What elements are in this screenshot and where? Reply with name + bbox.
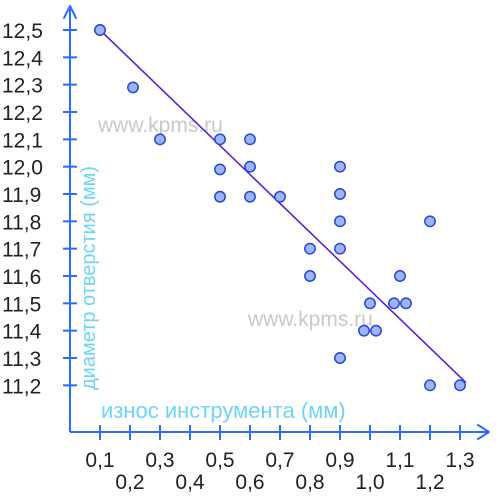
x-axis-arrow	[477, 424, 490, 440]
x-tick-label: 0,2	[115, 471, 144, 494]
y-tick-label: 11,7	[2, 239, 41, 262]
data-point	[274, 190, 286, 203]
data-point	[214, 133, 226, 146]
data-point	[244, 190, 256, 203]
data-point	[127, 81, 139, 94]
ticks-layer: 11,2 11,3 11,4 11,5 11,6 11,7 11,8 11,9 12,0 12,1…	[2, 20, 475, 494]
watermark-2: www.kpms.ru	[247, 308, 373, 331]
data-point	[154, 133, 166, 146]
data-point	[214, 163, 226, 176]
x-tick-label: 0,8	[295, 471, 324, 494]
data-point	[364, 297, 376, 310]
y-tick-label: 11,6	[2, 266, 41, 289]
points-layer	[94, 24, 466, 392]
y-tick-label: 11,5	[2, 293, 41, 316]
y-tick-label: 12,3	[2, 75, 43, 98]
watermark-1: www.kpms.ru	[97, 114, 223, 137]
x-tick-label: 1,1	[385, 449, 414, 472]
data-point	[334, 215, 346, 228]
data-point	[334, 188, 346, 200]
watermark-layer: www.kpms.ru www.kpms.ru	[97, 114, 373, 331]
x-tick-label: 1,0	[355, 471, 384, 494]
data-point	[358, 324, 370, 337]
data-point	[214, 190, 226, 203]
data-point	[334, 242, 346, 255]
x-tick-label: 0,1	[85, 449, 114, 472]
y-tick-label: 11,4	[2, 321, 42, 344]
data-point	[400, 297, 412, 310]
data-point	[370, 324, 382, 337]
data-point	[244, 160, 256, 173]
y-tick-label: 11,8	[2, 211, 41, 234]
x-tick-label: 0,3	[145, 449, 174, 472]
y-tick-label: 11,3	[2, 348, 41, 371]
y-tick-label: 12,1	[2, 129, 43, 152]
y-axis-arrow	[63, 5, 77, 19]
y-tick-label: 12,4	[2, 47, 43, 70]
y-tick-label: 12,2	[2, 102, 43, 125]
trend-line	[99, 29, 467, 384]
x-tick-label: 0,9	[325, 449, 354, 472]
data-point	[244, 133, 256, 146]
data-point	[304, 270, 316, 282]
trend-layer	[99, 29, 467, 384]
data-point	[454, 379, 466, 392]
data-point	[388, 297, 400, 310]
x-tick-label: 0,7	[265, 449, 294, 472]
x-tick-label: 1,3	[445, 449, 474, 472]
data-point	[334, 352, 346, 364]
x-tick-label: 0,4	[175, 471, 205, 494]
y-axis-title: диаметр отверстия (мм)	[78, 166, 100, 390]
data-point	[94, 24, 106, 36]
data-point	[424, 215, 436, 228]
data-point	[424, 379, 436, 392]
y-tick-label: 11,2	[2, 375, 41, 398]
x-axis-title: износ инструмента (мм)	[101, 398, 346, 423]
y-tick-label: 11,9	[2, 184, 41, 207]
x-tick-label: 0,6	[235, 471, 264, 494]
y-tick-label: 12,0	[2, 157, 43, 180]
data-point	[304, 242, 316, 255]
data-point	[334, 160, 346, 173]
y-tick-label: 12,5	[2, 20, 43, 43]
x-tick-label: 0,5	[205, 449, 234, 472]
data-point	[394, 270, 406, 282]
labels-layer: износ инструмента (мм)диаметр отверстия …	[78, 166, 346, 423]
x-tick-label: 1,2	[415, 471, 444, 494]
